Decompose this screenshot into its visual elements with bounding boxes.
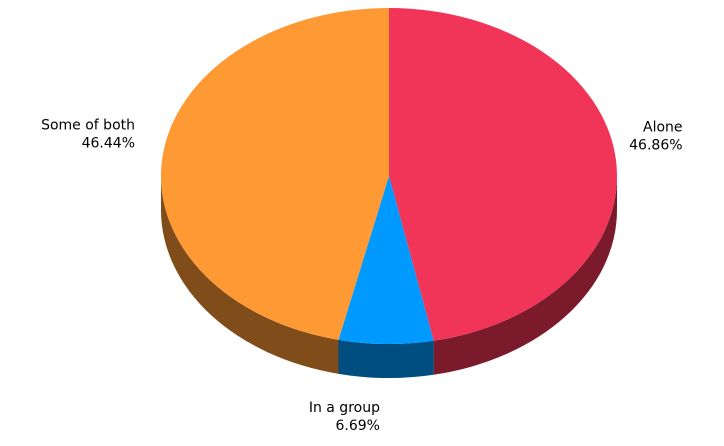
pie-slice-alone [389,8,617,341]
pie-side-alone [433,176,617,375]
pie-label-alone: Alone 46.86% [629,119,682,153]
pie-side-in-a-group [338,339,434,379]
pie-label-name: Some of both [41,117,135,133]
pie-label-some-of-both: Some of both 46.44% [41,117,135,151]
pie-label-percent: 46.86% [629,137,682,153]
pie-slice-in-a-group [338,176,434,345]
pie-side-some-of-both [160,176,339,374]
pie-labels-group: Alone 46.86% In a group 6.69% Some of both 46… [41,117,682,434]
pie-depth-group [160,176,617,379]
pie-label-name: In a group [309,400,380,416]
pie-label-percent: 6.69% [336,418,380,434]
pie-label-name: Alone [643,119,683,135]
pie-slices-group [160,8,617,345]
pie-label-in-a-group: In a group 6.69% [309,400,380,434]
pie-slice-some-of-both [160,8,389,340]
pie-label-percent: 46.44% [82,135,135,151]
